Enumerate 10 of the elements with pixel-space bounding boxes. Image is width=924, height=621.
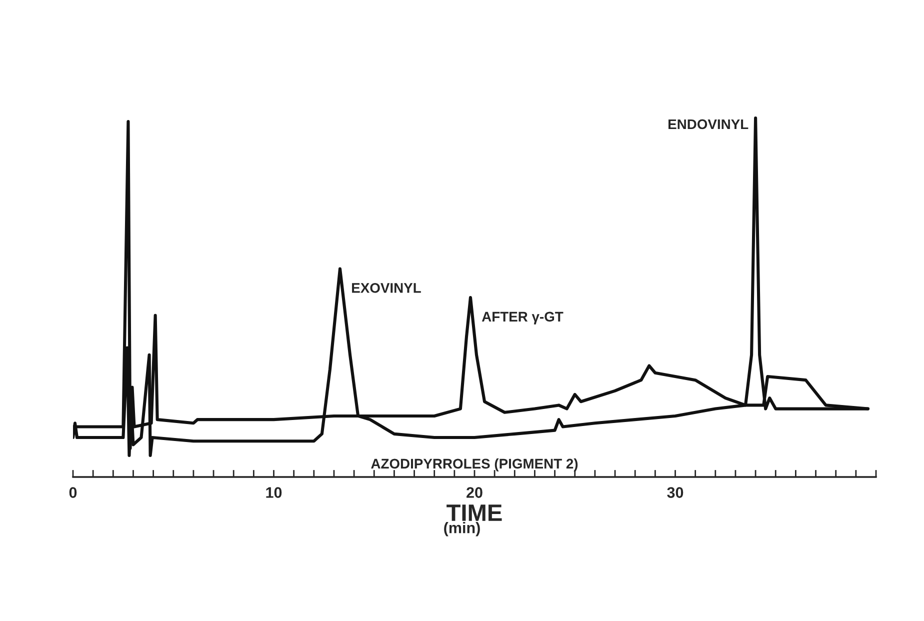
annotation: AZODIPYRROLES (PIGMENT 2) xyxy=(371,458,578,472)
annotation: EXOVINYL xyxy=(352,283,421,293)
text: (min) xyxy=(444,522,480,536)
x-tick-label: 20 xyxy=(466,487,482,498)
x-tick-label: 0 xyxy=(69,487,77,498)
annotation: AFTER γ-GT xyxy=(482,312,564,324)
x-tick-label: 10 xyxy=(266,487,282,498)
x-tick-label: 30 xyxy=(667,487,684,498)
annotation: ENDOVINYL xyxy=(668,119,748,130)
x-axis-title: TIME xyxy=(446,504,502,521)
